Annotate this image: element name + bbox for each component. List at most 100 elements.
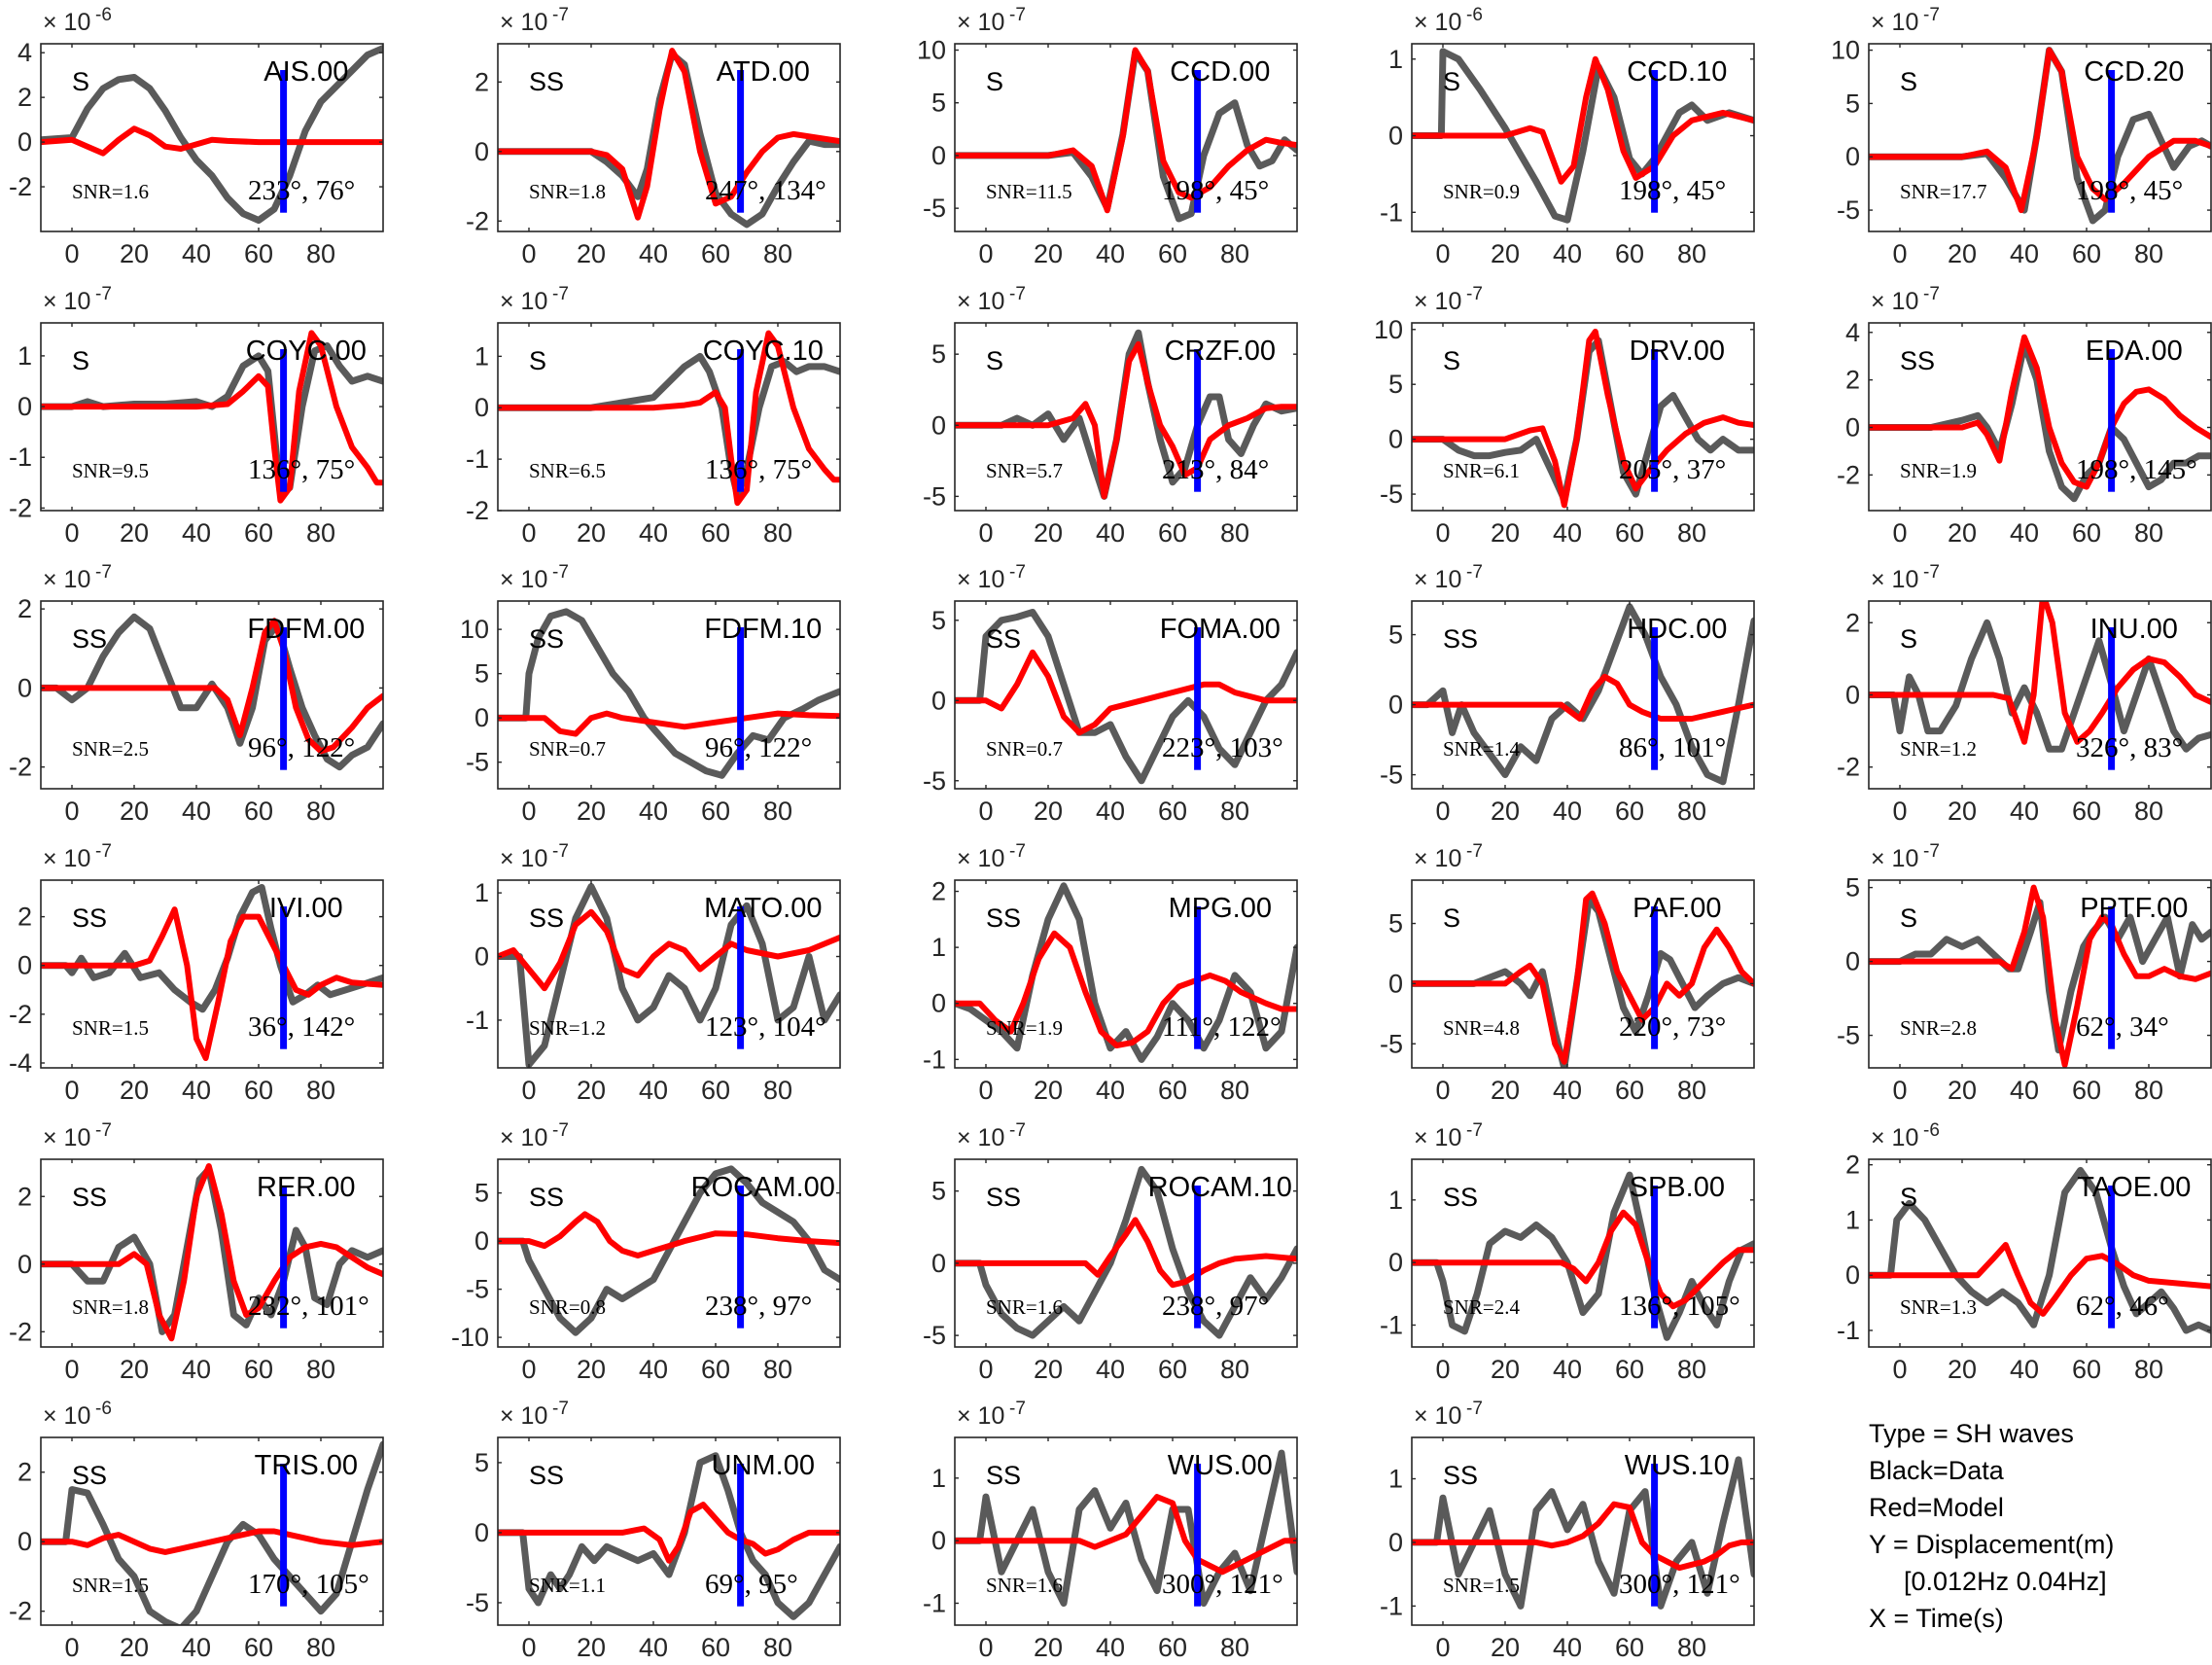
arrival-marker xyxy=(737,1464,745,1607)
y-exponent: -7 xyxy=(552,284,569,304)
snr-label: SNR=1.9 xyxy=(1900,459,1977,482)
subplot-foma-00: 0 20 40 60 80 -5 0 5 × 10 -7 SS FOMA.00 SNR=0.7 223°,… xyxy=(923,562,1298,826)
x-tick-label: 60 xyxy=(1158,1355,1187,1384)
data-trace xyxy=(1412,1171,1754,1341)
y-tick-label: 0 xyxy=(1388,691,1403,720)
data-trace xyxy=(41,1165,383,1335)
snr-label: SNR=1.5 xyxy=(72,1574,149,1597)
x-tick-label: 20 xyxy=(1491,1355,1520,1384)
y-tick-label: 1 xyxy=(1388,1186,1403,1215)
axes-box xyxy=(1411,1158,1755,1348)
x-tick-label: 20 xyxy=(120,1076,149,1105)
angles-label: 198°, 45° xyxy=(1619,175,1726,206)
station-label: DRV.00 xyxy=(1630,336,1725,367)
x-tick-label: 0 xyxy=(1435,1355,1450,1384)
x-tick-label: 60 xyxy=(2072,1076,2101,1105)
y-tick-label: -1 xyxy=(1380,197,1403,227)
model-trace xyxy=(1412,1501,1754,1572)
angles-label: 233°, 76° xyxy=(248,175,355,206)
y-exponent: -7 xyxy=(1009,841,1026,862)
axes-box xyxy=(954,43,1298,232)
y-tick-label: 0 xyxy=(931,141,946,170)
y-tick-label: 0 xyxy=(1388,1248,1403,1277)
model-trace xyxy=(41,125,383,157)
y-tick-label: 0 xyxy=(1845,1260,1860,1290)
angles-label: 96°, 122° xyxy=(248,732,355,763)
y-exponent-base: × 10 xyxy=(500,288,547,315)
angles-label: 86°, 101° xyxy=(1619,732,1726,763)
model-trace xyxy=(41,330,383,504)
y-tick-label: 2 xyxy=(18,1458,32,1487)
data-trace xyxy=(1869,340,2211,503)
y-tick-label: -2 xyxy=(466,496,489,525)
y-tick-label: 4 xyxy=(18,38,32,67)
station-label: ROCAM.10 xyxy=(1148,1172,1292,1203)
y-exponent-base: × 10 xyxy=(43,1124,90,1151)
snr-label: SNR=0.7 xyxy=(986,737,1063,761)
x-tick-label: 20 xyxy=(1491,1633,1520,1662)
x-tick-label: 60 xyxy=(2072,239,2101,268)
y-tick-label: 2 xyxy=(1845,608,1860,637)
x-tick-label: 0 xyxy=(64,1076,79,1105)
legend-model: Red=Model xyxy=(1869,1493,2004,1522)
x-tick-label: 80 xyxy=(1220,1633,1249,1662)
y-exponent: -7 xyxy=(1923,284,1940,304)
y-tick-label: 0 xyxy=(474,1226,489,1256)
station-label: TRIS.00 xyxy=(255,1450,358,1481)
y-exponent: -7 xyxy=(1009,562,1026,583)
y-exponent: -7 xyxy=(95,562,112,583)
station-label: AIS.00 xyxy=(263,56,348,88)
x-tick-label: 0 xyxy=(978,1633,993,1662)
x-tick-label: 80 xyxy=(763,518,792,548)
y-tick-label: -5 xyxy=(466,1275,489,1304)
x-tick-label: 40 xyxy=(639,518,668,548)
y-exponent: -6 xyxy=(1466,5,1483,25)
arrival-marker xyxy=(1651,349,1659,492)
x-tick-label: 80 xyxy=(2134,239,2163,268)
x-tick-label: 80 xyxy=(763,1633,792,1662)
axes-box xyxy=(1411,43,1755,232)
x-tick-label: 40 xyxy=(1096,1076,1125,1105)
model-trace xyxy=(498,710,840,737)
phase-label: SS xyxy=(986,903,1021,933)
model-trace xyxy=(1412,55,1754,185)
y-tick-label: -2 xyxy=(466,206,489,235)
y-tick-label: 0 xyxy=(1845,412,1860,442)
x-tick-label: 80 xyxy=(306,1633,335,1662)
angles-label: 198°, 145° xyxy=(2076,454,2197,485)
figure-legend: Type = SH waves Black=Data Red=Model Y =… xyxy=(1869,1415,2114,1637)
y-tick-label: 5 xyxy=(931,339,946,369)
x-tick-label: 0 xyxy=(64,1633,79,1662)
x-tick-label: 60 xyxy=(1158,518,1187,548)
station-label: CCD.00 xyxy=(1170,56,1270,88)
y-exponent-base: × 10 xyxy=(1414,845,1461,872)
y-tick-label: 0 xyxy=(1845,681,1860,710)
y-tick-label: -2 xyxy=(9,1000,32,1029)
model-trace xyxy=(955,1217,1297,1289)
angles-label: 69°, 95° xyxy=(705,1569,798,1600)
phase-label: SS xyxy=(529,67,564,96)
station-label: PPTF.00 xyxy=(2080,893,2188,924)
snr-label: SNR=1.8 xyxy=(529,180,606,203)
station-label: WUS.10 xyxy=(1625,1450,1730,1481)
phase-label: SS xyxy=(72,1183,107,1212)
arrival-marker xyxy=(1194,70,1202,213)
phase-label: S xyxy=(986,346,1003,375)
axes-box xyxy=(40,322,384,512)
y-tick-label: -5 xyxy=(923,1321,946,1350)
x-tick-label: 60 xyxy=(701,1355,730,1384)
snr-label: SNR=4.8 xyxy=(1443,1016,1520,1040)
model-trace xyxy=(1412,673,1754,722)
arrival-marker xyxy=(1194,627,1202,770)
snr-label: SNR=1.9 xyxy=(986,1016,1063,1040)
model-trace xyxy=(1869,1242,2211,1317)
x-tick-label: 0 xyxy=(521,518,536,548)
subplot-drv-00: 0 20 40 60 80 -5 0 5 10 × 10 -7 S DRV.00 SNR=6.1 205°,… xyxy=(1374,284,1755,548)
angles-label: 300°, 121° xyxy=(1162,1569,1283,1600)
y-tick-label: 0 xyxy=(18,392,32,421)
x-tick-label: 20 xyxy=(577,518,606,548)
axes-box xyxy=(497,879,841,1069)
station-label: EDA.00 xyxy=(2086,336,2183,367)
phase-label: SS xyxy=(1443,1183,1478,1212)
subplot-hdc-00: 0 20 40 60 80 -5 0 5 × 10 -7 SS HDC.00 SNR=1.4 86°, 1… xyxy=(1380,562,1755,826)
